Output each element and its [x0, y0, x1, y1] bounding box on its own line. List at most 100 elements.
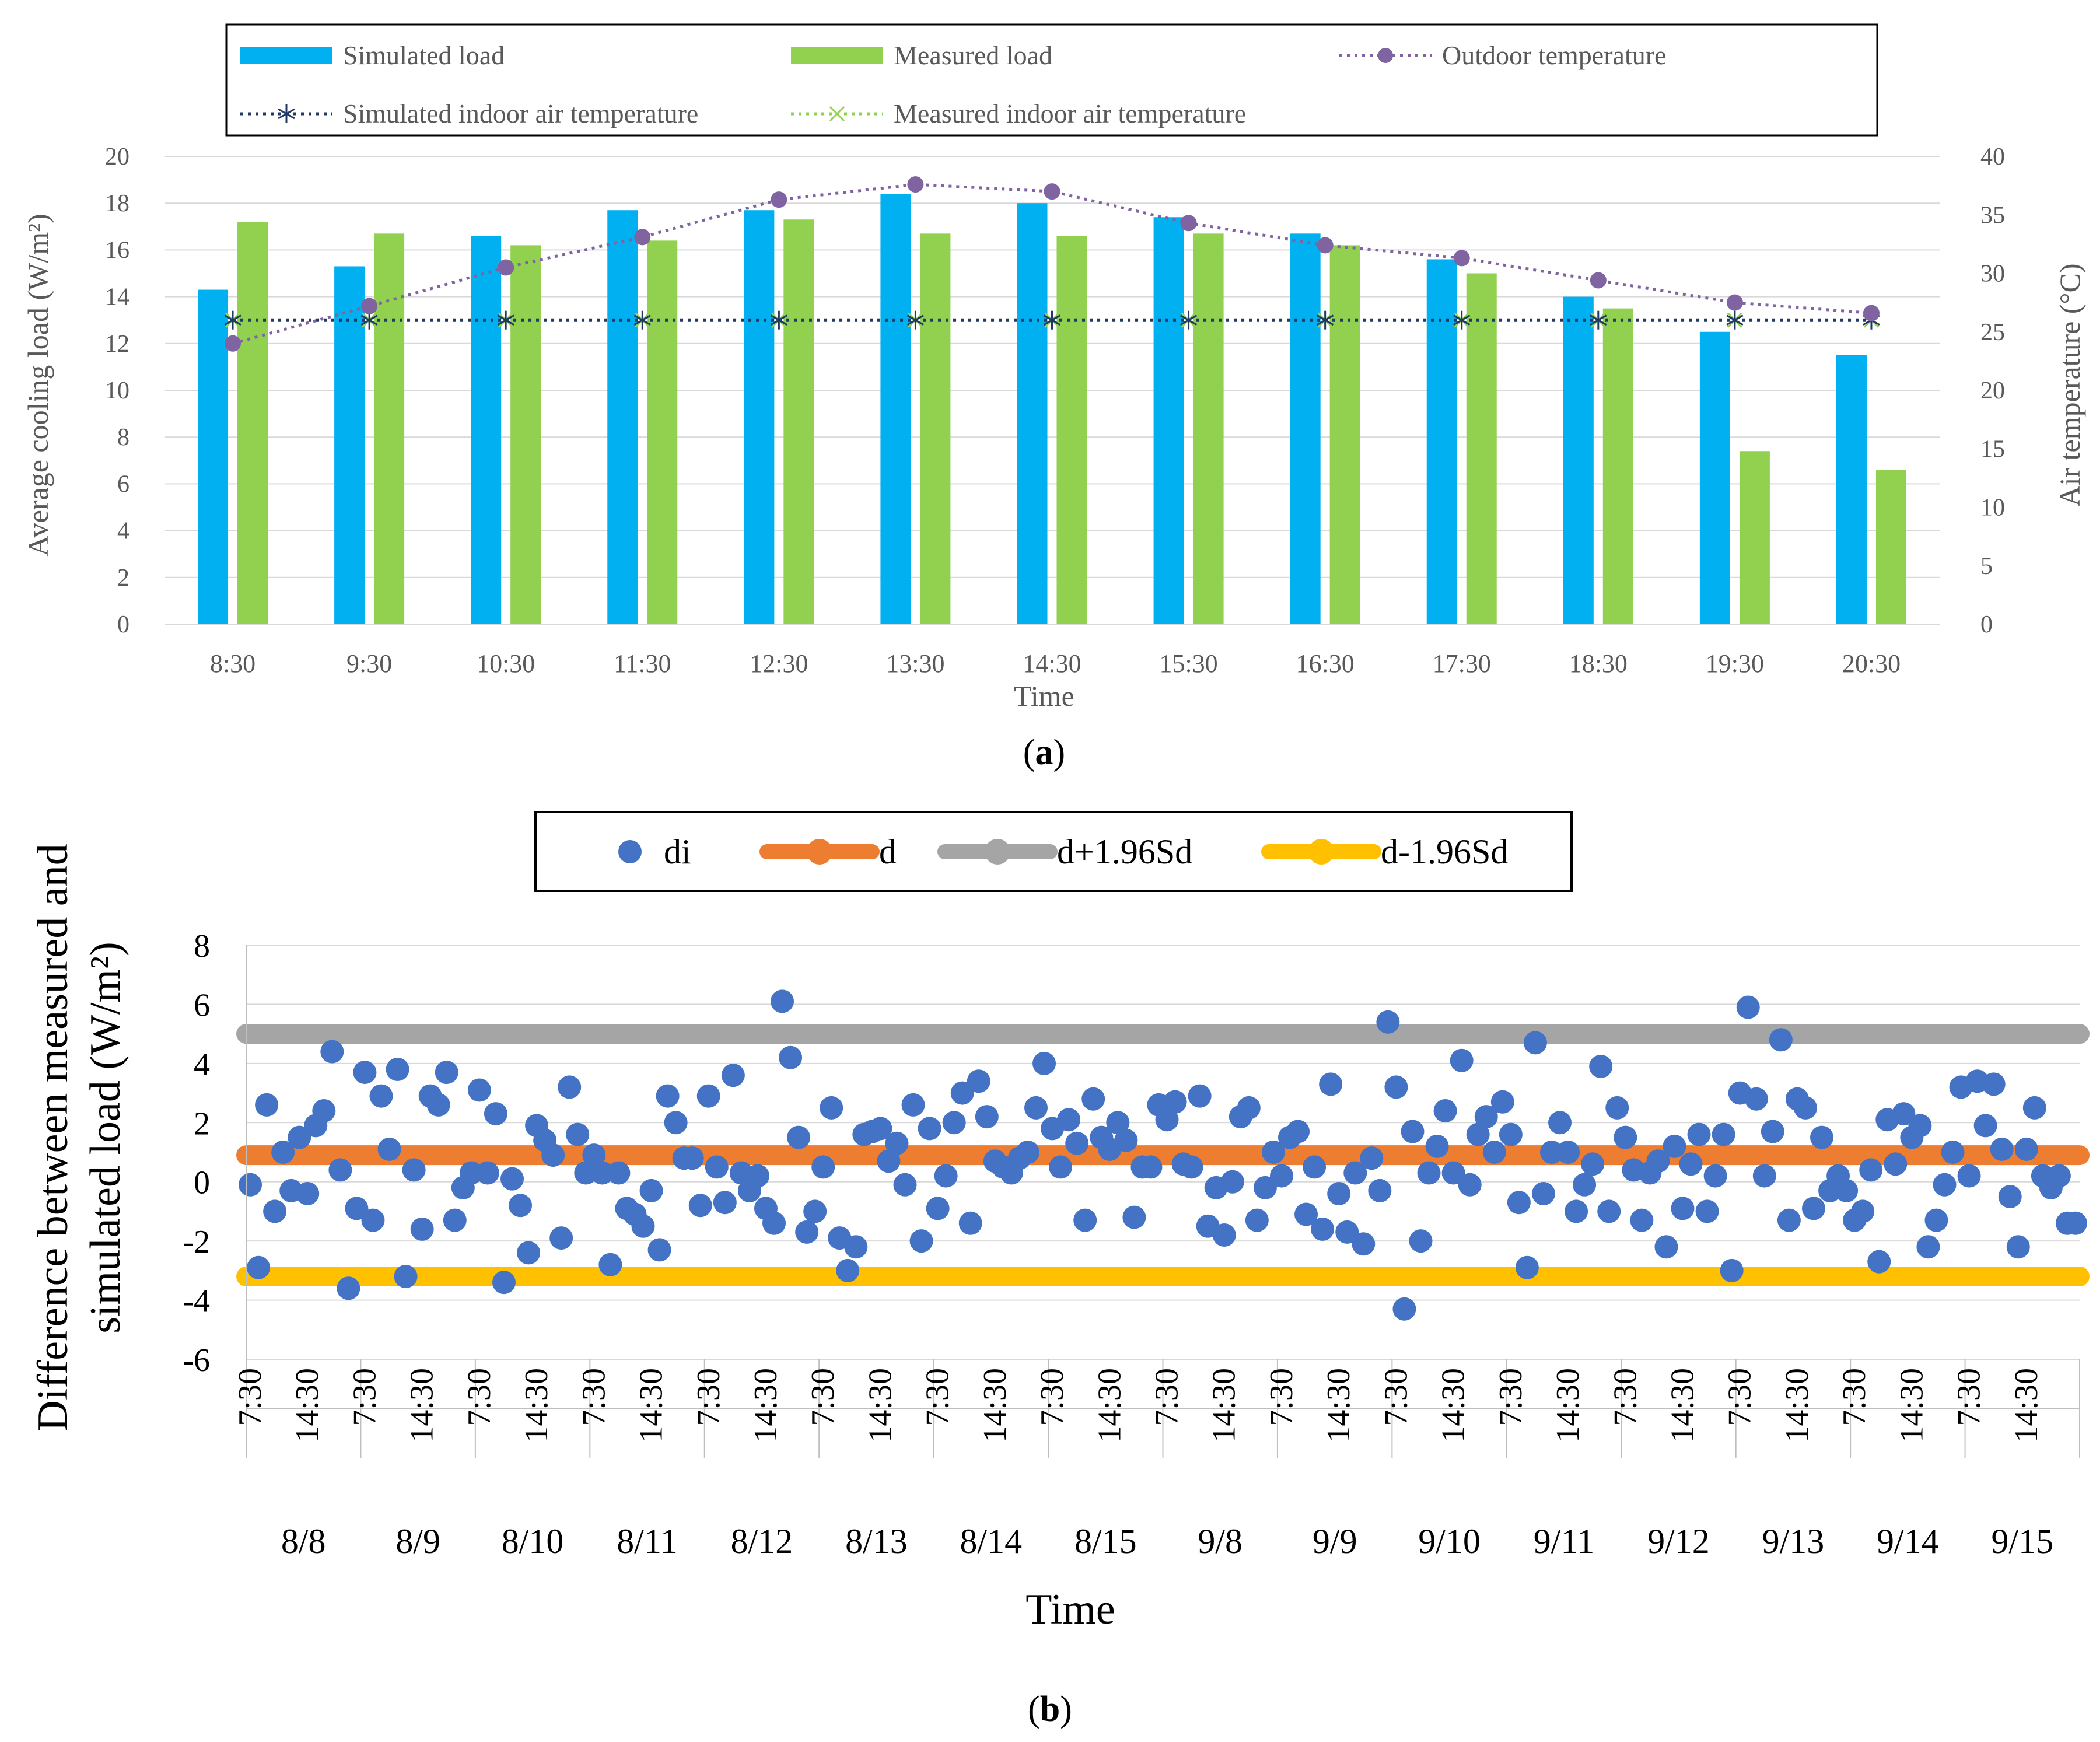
point-di [1564, 1199, 1588, 1223]
legend-marker [829, 106, 845, 122]
point-di [1752, 1164, 1776, 1188]
point-di [558, 1075, 582, 1099]
marker-outdoor-temp [1453, 250, 1470, 267]
point-di [517, 1241, 541, 1265]
point-di [484, 1102, 508, 1126]
point-di [509, 1194, 533, 1218]
point-di [1474, 1105, 1498, 1129]
legend-item-d: d [760, 832, 897, 871]
bar-simulated-load [607, 210, 638, 625]
x-tick-label: 18:30 [1569, 649, 1628, 678]
bar-measured-load [920, 233, 951, 625]
legend-label: d+1.96Sd [1057, 832, 1192, 871]
legend-item-simulated-load: Simulated load [240, 40, 505, 70]
point-di [1343, 1161, 1367, 1185]
point-di [255, 1093, 279, 1117]
legend-label: di [664, 832, 691, 871]
hour-tick-label: 7:30 [1722, 1368, 1758, 1426]
bar-simulated-load [334, 266, 365, 625]
x-tick-label: 11:30 [614, 649, 671, 678]
day-label: 9/9 [1312, 1522, 1357, 1561]
y-tick-label: -6 [183, 1342, 210, 1379]
point-di [1892, 1102, 1916, 1126]
chart-a-gridlines [164, 156, 1940, 625]
point-di [1646, 1149, 1670, 1173]
point-di [1851, 1199, 1875, 1223]
point-di [1335, 1220, 1359, 1244]
hour-tick-label: 7:30 [576, 1368, 612, 1426]
bar-measured-load [1602, 308, 1633, 624]
point-di [1303, 1155, 1326, 1179]
point-di [1163, 1090, 1187, 1114]
point-di [1311, 1217, 1335, 1241]
point-di [1769, 1028, 1793, 1052]
legend-marker [1308, 839, 1334, 865]
point-di [1433, 1099, 1457, 1122]
point-di [648, 1238, 671, 1262]
point-di [1630, 1208, 1654, 1232]
y2-tick-label: 30 [1980, 261, 2005, 288]
point-di [410, 1217, 434, 1241]
hour-tick-label: 14:30 [634, 1368, 670, 1443]
hour-tick-label: 7:30 [920, 1368, 956, 1426]
y2-tick-label: 0 [1980, 611, 1993, 638]
bar-simulated-load [1426, 259, 1457, 624]
point-di [1933, 1173, 1957, 1197]
hour-tick-label: 7:30 [805, 1368, 841, 1426]
point-di [598, 1253, 622, 1276]
point-di [328, 1158, 352, 1182]
point-di [926, 1197, 950, 1220]
legend-item-di: di [618, 832, 691, 871]
point-di [1973, 1114, 1997, 1138]
hour-tick-label: 14:30 [1779, 1368, 1815, 1443]
point-di [1539, 1141, 1563, 1164]
marker-outdoor-temp [771, 191, 788, 208]
point-di [803, 1199, 827, 1223]
point-di [1720, 1258, 1744, 1282]
hour-tick-label: 14:30 [862, 1368, 898, 1443]
point-di [1368, 1178, 1392, 1202]
chart-a-panel-label: (a) [1023, 733, 1065, 772]
bar-simulated-load [1699, 331, 1730, 624]
marker-simulated-indoor-temp [770, 310, 788, 330]
point-di [1237, 1096, 1261, 1120]
marker-outdoor-temp [1590, 272, 1606, 289]
legend-label: d-1.96Sd [1381, 832, 1508, 871]
bar-simulated-load [1563, 296, 1594, 625]
point-di [664, 1111, 688, 1135]
point-di [1466, 1122, 1490, 1146]
day-label: 8/12 [731, 1522, 793, 1561]
legend-marker [618, 840, 642, 863]
point-di [918, 1117, 942, 1141]
day-label: 8/8 [281, 1522, 326, 1561]
point-di [1376, 1010, 1400, 1034]
point-di [1589, 1054, 1613, 1078]
hour-tick-label: 7:30 [346, 1368, 383, 1426]
point-di [590, 1161, 614, 1185]
point-di [2022, 1096, 2046, 1120]
point-di [1679, 1152, 1703, 1176]
point-di [353, 1061, 377, 1085]
bar-measured-load [1329, 245, 1360, 624]
hour-tick-label: 14:30 [1894, 1368, 1930, 1443]
point-di [443, 1208, 467, 1232]
hour-tick-label: 14:30 [977, 1368, 1013, 1443]
bar-measured-load [1875, 470, 1906, 624]
hour-tick-label: 14:30 [519, 1368, 555, 1443]
point-di [1801, 1197, 1825, 1220]
point-di [1908, 1114, 1932, 1138]
chart-b-reference-lines [236, 1024, 2090, 1286]
point-di [1581, 1152, 1605, 1176]
y2-tick-label: 35 [1980, 202, 2005, 229]
marker-outdoor-temp [1726, 294, 1743, 311]
point-di [1409, 1229, 1433, 1253]
y-tick-label: 6 [194, 987, 210, 1023]
point-di [1261, 1141, 1285, 1164]
point-di [1032, 1051, 1056, 1075]
day-label: 8/14 [960, 1522, 1023, 1561]
point-di [239, 1173, 262, 1197]
point-di [247, 1255, 271, 1279]
marker-outdoor-temp [1044, 183, 1060, 200]
point-di [909, 1229, 933, 1253]
point-di [402, 1158, 426, 1182]
